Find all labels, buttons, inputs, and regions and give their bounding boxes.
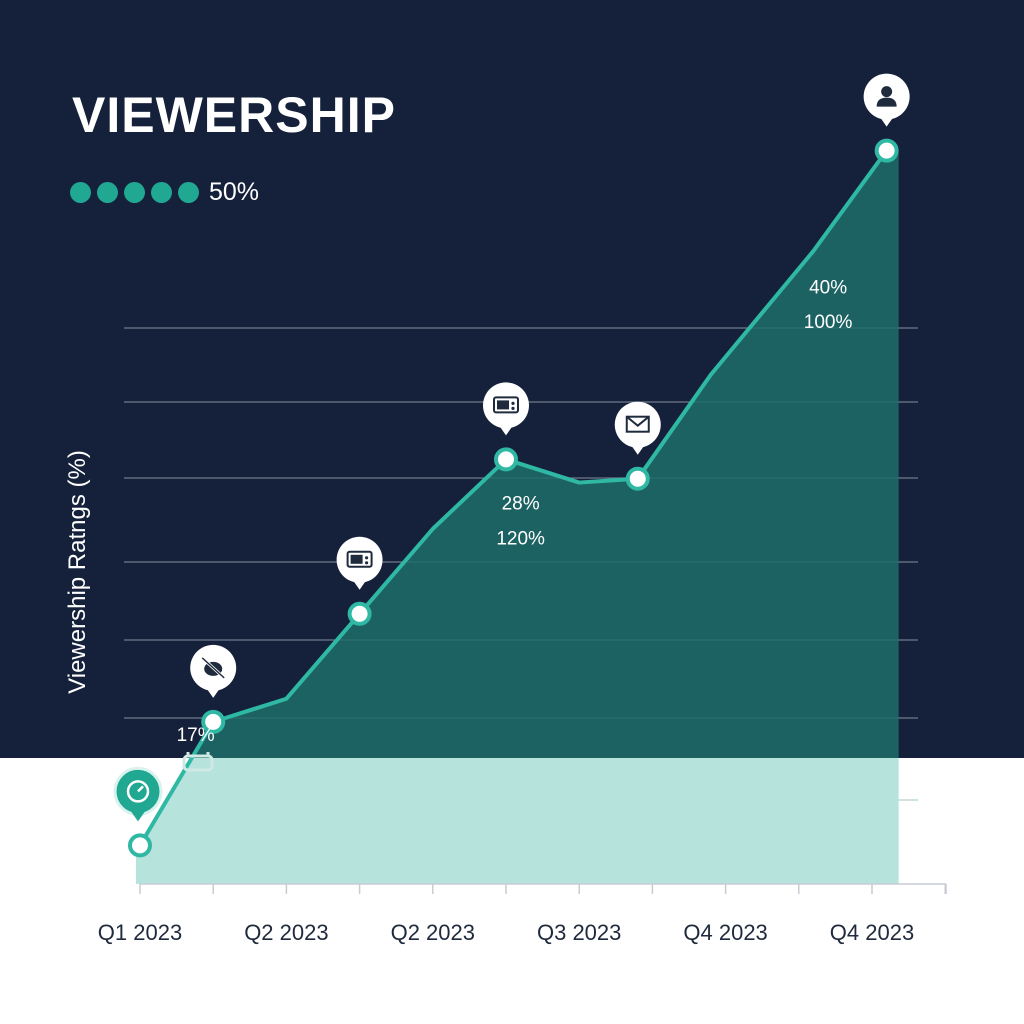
legend-dots <box>70 182 205 203</box>
radio-icon-knob <box>511 406 515 410</box>
radio-icon-knob <box>511 401 515 405</box>
microwave-icon-body <box>346 550 373 568</box>
radio-icon-window <box>497 400 509 410</box>
envelope-icon-body <box>625 415 650 433</box>
microwave-icon-window <box>350 554 363 564</box>
annotation-label: 100% <box>804 312 853 333</box>
microwave-icon <box>346 550 373 568</box>
marker-badges <box>113 73 910 822</box>
x-tick-label: Q4 2023 <box>830 920 914 945</box>
data-points <box>128 138 899 858</box>
data-point <box>625 466 650 491</box>
marker-badge-pointer <box>206 687 221 698</box>
data-point <box>128 833 152 858</box>
person-icon-body <box>876 97 897 107</box>
annotation-label: 120% <box>496 528 545 549</box>
radio-icon <box>493 396 519 414</box>
area-fill-lower <box>136 758 899 884</box>
microwave-marker <box>336 536 383 590</box>
x-tick-label: Q4 2023 <box>683 920 767 945</box>
annotations: 17% 28% 120% 40% 100% <box>177 277 853 746</box>
marker-badge-pointer <box>352 579 367 590</box>
annotation-label: 17% <box>177 725 215 746</box>
radio-marker <box>483 382 529 436</box>
gauge-marker <box>113 766 163 822</box>
legend-label: 50% <box>209 178 260 206</box>
person-icon-head <box>881 86 893 98</box>
satellite-off-marker <box>190 644 237 698</box>
marker-badge-pointer <box>630 444 645 455</box>
gauge-icon-ring <box>126 780 150 803</box>
legend-dot <box>124 182 145 203</box>
person-icon <box>876 86 897 107</box>
data-point <box>874 138 899 163</box>
x-tick-label: Q3 2023 <box>537 920 621 945</box>
envelope-marker <box>614 401 661 455</box>
data-point <box>494 447 518 472</box>
person-marker <box>863 73 910 127</box>
microwave-icon-knob <box>365 556 369 560</box>
envelope-icon <box>625 415 650 433</box>
x-tick-label: Q1 2023 <box>98 920 182 945</box>
annotation-label: 40% <box>809 277 847 298</box>
microwave-icon-knob <box>365 561 369 565</box>
satellite-icon-slash <box>201 657 225 679</box>
marker-badge-pointer <box>131 811 145 822</box>
data-point <box>201 709 226 734</box>
envelope-icon-flap <box>626 415 650 427</box>
annotation-label: 28% <box>502 494 540 515</box>
gauge-icon-needle <box>137 785 144 793</box>
marker-badge-pointer <box>499 425 513 436</box>
legend-dot <box>178 182 199 203</box>
x-tick-label: Q2 2023 <box>391 920 475 945</box>
radio-small-icon <box>182 752 214 772</box>
legend-dot <box>97 182 118 203</box>
x-tick-label: Q2 2023 <box>244 920 328 945</box>
x-axis: Q1 2023 Q2 2023 Q2 2023 Q3 2023 Q4 2023 Q4 20… <box>98 883 947 945</box>
legend: 50% <box>70 178 259 207</box>
legend-dot <box>151 182 172 203</box>
radio-small-icon-body <box>182 754 214 772</box>
radio-icon-body <box>493 396 519 414</box>
chart-title: VIEWERSHIP <box>72 87 396 143</box>
legend-dot <box>70 182 91 203</box>
satellite-off-icon <box>201 656 226 679</box>
data-point <box>347 601 372 626</box>
marker-badge-pointer <box>879 116 894 127</box>
gauge-icon <box>126 780 150 803</box>
